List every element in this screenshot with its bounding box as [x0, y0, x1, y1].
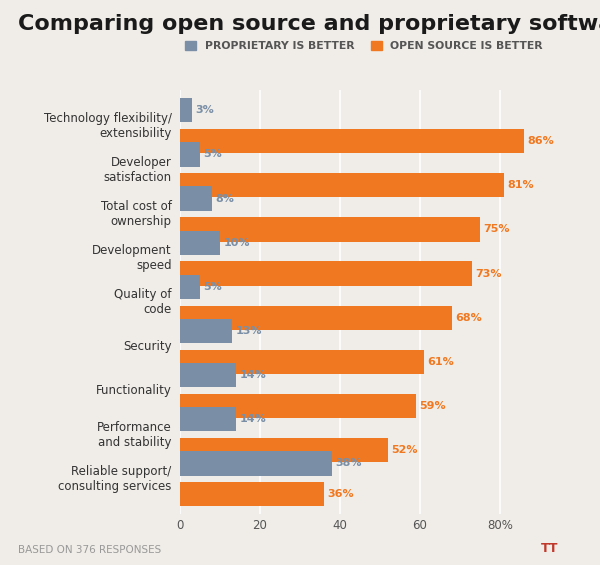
Text: 3%: 3% — [195, 105, 214, 115]
Bar — [180, 350, 424, 374]
Text: TT: TT — [541, 542, 558, 555]
Bar — [180, 394, 416, 418]
Text: 73%: 73% — [475, 268, 502, 279]
Bar — [180, 451, 332, 476]
Bar — [180, 306, 452, 330]
Text: 5%: 5% — [203, 149, 222, 159]
Bar — [180, 129, 524, 153]
Bar — [180, 186, 212, 211]
Bar — [180, 407, 236, 432]
Text: 14%: 14% — [239, 370, 266, 380]
Bar — [180, 482, 324, 506]
Text: 36%: 36% — [327, 489, 354, 499]
Text: 75%: 75% — [483, 224, 510, 234]
Text: BASED ON 376 RESPONSES: BASED ON 376 RESPONSES — [18, 545, 161, 555]
Text: Comparing open source and proprietary software: Comparing open source and proprietary so… — [18, 14, 600, 34]
Text: 13%: 13% — [235, 326, 262, 336]
Text: 8%: 8% — [215, 194, 234, 203]
Text: 52%: 52% — [391, 445, 418, 455]
Text: 14%: 14% — [239, 414, 266, 424]
Legend: PROPRIETARY IS BETTER, OPEN SOURCE IS BETTER: PROPRIETARY IS BETTER, OPEN SOURCE IS BE… — [185, 41, 543, 51]
Bar — [180, 173, 504, 197]
Bar — [180, 142, 200, 167]
Text: 5%: 5% — [203, 282, 222, 292]
Bar — [180, 231, 220, 255]
Bar — [180, 275, 200, 299]
Bar — [180, 363, 236, 387]
Text: 38%: 38% — [335, 458, 362, 468]
Text: 86%: 86% — [527, 136, 554, 146]
Text: 81%: 81% — [507, 180, 534, 190]
Bar — [180, 438, 388, 462]
Bar — [180, 262, 472, 286]
Bar — [180, 98, 192, 123]
Text: 61%: 61% — [427, 357, 454, 367]
Bar — [180, 319, 232, 343]
Text: 68%: 68% — [455, 312, 482, 323]
Bar — [180, 218, 480, 242]
Text: 10%: 10% — [223, 238, 250, 247]
Text: 59%: 59% — [419, 401, 446, 411]
